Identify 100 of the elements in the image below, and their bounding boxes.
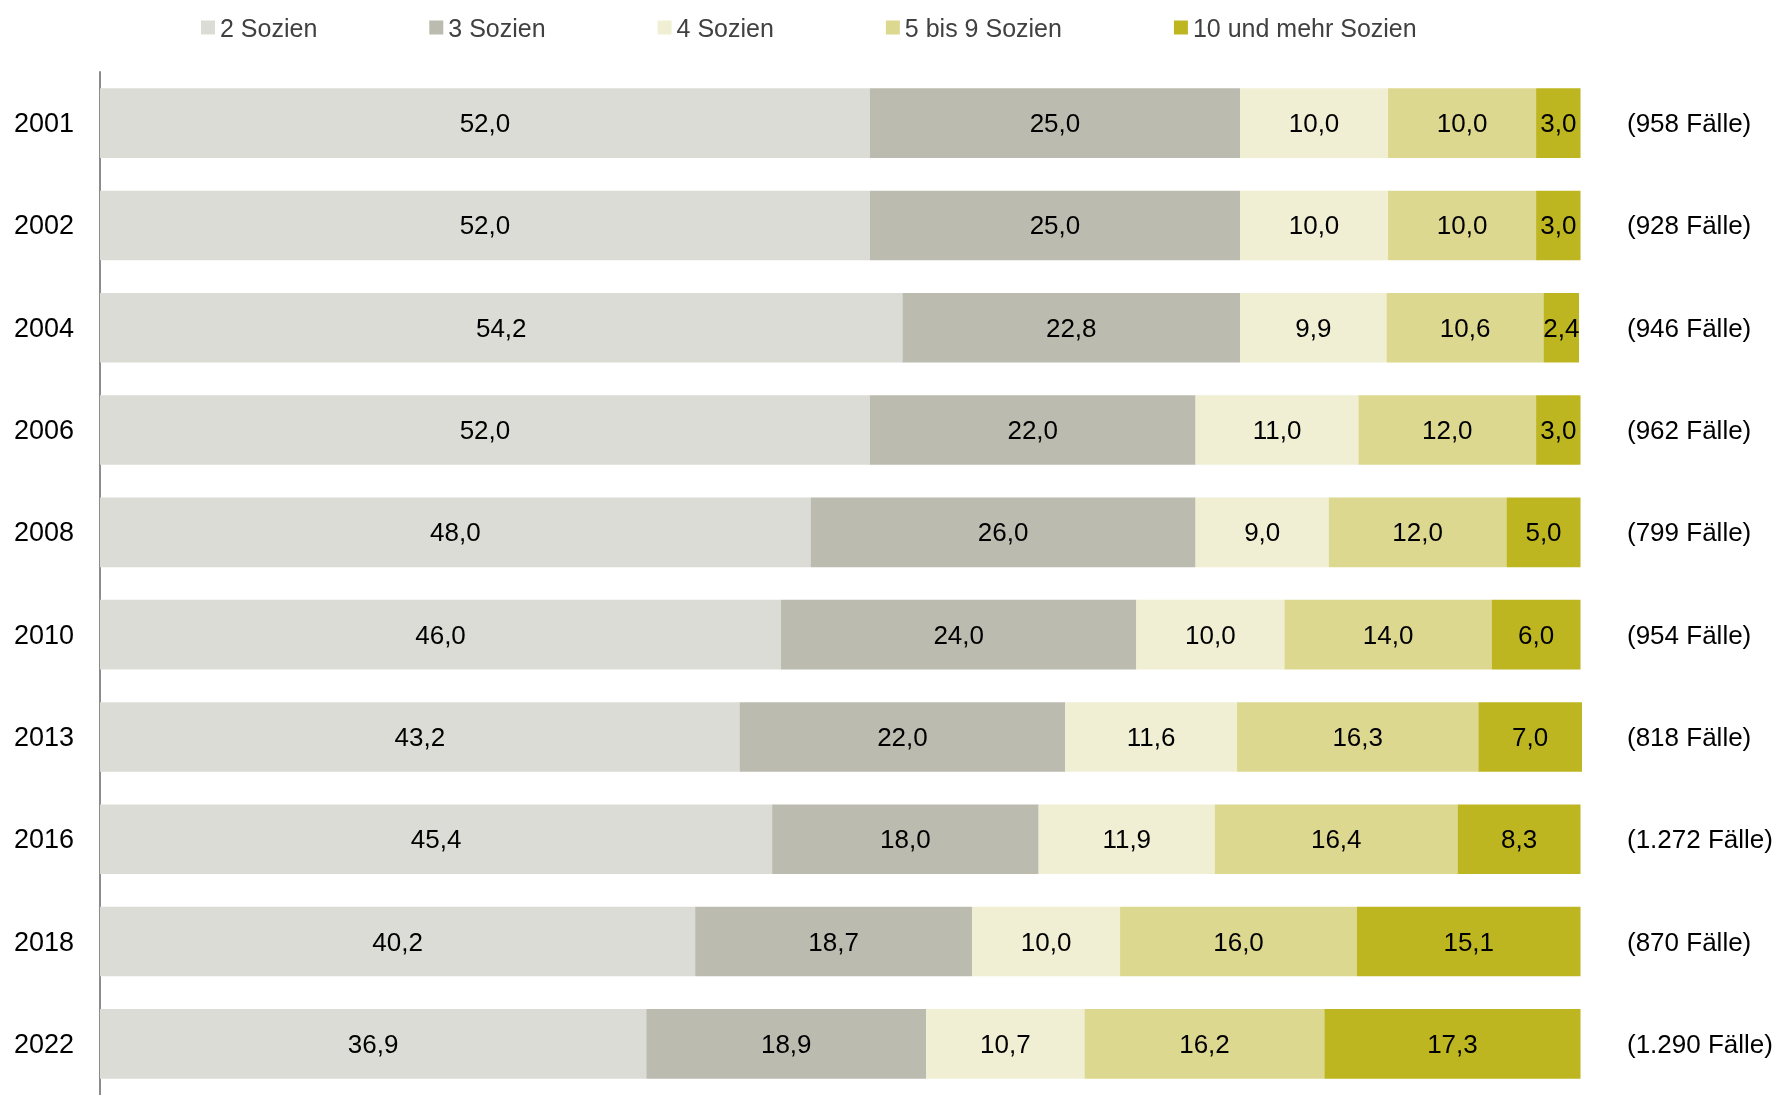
data-label: 18,0 [880,824,931,855]
data-label: 17,3 [1427,1028,1478,1059]
bar [1214,804,1458,875]
bar [1536,395,1581,465]
data-label: 43,2 [394,721,446,752]
bar [1237,702,1479,772]
data-label: 16,2 [1179,1028,1230,1059]
bar [810,497,1196,568]
data-label: 11,0 [1252,415,1302,446]
legend-label: 10 und mehr Sozien [1192,13,1417,42]
data-label: 54,2 [475,312,527,343]
bar [1506,497,1581,568]
data-label: 22,0 [877,721,928,752]
y-tick-label: 2016 [13,824,74,855]
data-label: 18,7 [808,926,859,957]
text: (870 Fälle) [1627,926,1752,957]
bar [869,395,1196,465]
data-label: 22,8 [1045,312,1097,343]
data-label: 48,0 [430,517,481,548]
y-tick-label: 2022 [13,1028,74,1059]
data-label: 3,0 [1540,108,1577,139]
bar [1136,599,1285,670]
data-label: 10,0 [1185,619,1236,650]
data-label: 16,4 [1310,824,1362,855]
bar [1240,88,1389,158]
text: (958 Fälle) [1627,108,1752,139]
data-label: 12,0 [1421,415,1473,446]
data-label: 3,0 [1540,415,1577,446]
bar [1536,88,1581,158]
data-label: 25,0 [1029,108,1081,139]
data-label: 45,4 [410,824,462,855]
data-label: 26,0 [977,517,1029,548]
bar [1284,599,1492,670]
bar [1084,1009,1325,1079]
data-label: 16,0 [1213,926,1264,957]
y-tick-label: 2001 [13,108,74,139]
bar [100,190,870,261]
bar [100,395,870,465]
bar [1388,88,1537,158]
y-tick-label: 2013 [13,721,74,752]
bar [1457,804,1581,875]
data-label: 11,9 [1102,824,1152,855]
data-label: 52,0 [459,210,511,241]
data-label: 24,0 [933,619,985,650]
data-label: 10,7 [980,1028,1031,1059]
bar [100,906,696,977]
bar [1240,190,1389,261]
bar [772,804,1039,875]
data-label: 52,0 [459,108,511,139]
data-label: 2,4 [1543,312,1580,343]
data-label: 8,3 [1501,824,1538,855]
bar [926,1009,1085,1079]
bar [1195,395,1359,465]
data-label: 10,0 [1288,210,1340,241]
bar [1324,1009,1581,1079]
bar [1328,497,1507,568]
data-label: 25,0 [1029,210,1081,241]
data-label: 12,0 [1392,517,1443,548]
bar [100,292,903,363]
legend-label: 4 Sozien [676,13,774,42]
text: (1.272 Fälle) [1627,824,1773,855]
data-label: 10,0 [1436,210,1488,241]
bar [869,190,1240,261]
data-label: 10,0 [1436,108,1488,139]
bar [902,292,1240,363]
bar [1065,702,1238,772]
data-label: 15,1 [1443,926,1495,957]
text: (928 Fälle) [1627,210,1752,241]
y-tick-label: 2004 [13,312,74,343]
y-tick-label: 2008 [13,517,74,548]
data-label: 5,0 [1525,517,1562,548]
bar [1491,599,1581,670]
data-label: 16,3 [1332,721,1384,752]
bar [1356,906,1581,977]
text: (1.290 Fälle) [1627,1028,1773,1059]
bar [1240,292,1387,363]
text: (818 Fälle) [1627,721,1752,752]
data-label: 7,0 [1512,721,1549,752]
bar [100,497,811,568]
bar [1536,190,1581,261]
bar [781,599,1137,670]
data-label: 14,0 [1362,619,1414,650]
legend-label: 2 Sozien [220,13,318,42]
bar [646,1009,927,1079]
text: (799 Fälle) [1627,517,1752,548]
bar [1388,190,1537,261]
bar [739,702,1066,772]
data-label: 6,0 [1518,619,1555,650]
y-tick-label: 2006 [13,415,74,446]
data-label: 10,0 [1020,926,1072,957]
data-label: 22,0 [1007,415,1059,446]
y-tick-label: 2018 [13,926,74,957]
y-tick-label: 2010 [13,619,74,650]
text: (954 Fälle) [1627,619,1752,650]
legend-label: 3 Sozien [448,13,546,42]
data-label: 11,6 [1126,721,1176,752]
bar [1386,292,1544,363]
bar [1038,804,1215,875]
data-label: 9,0 [1244,517,1281,548]
bar [1195,497,1329,568]
